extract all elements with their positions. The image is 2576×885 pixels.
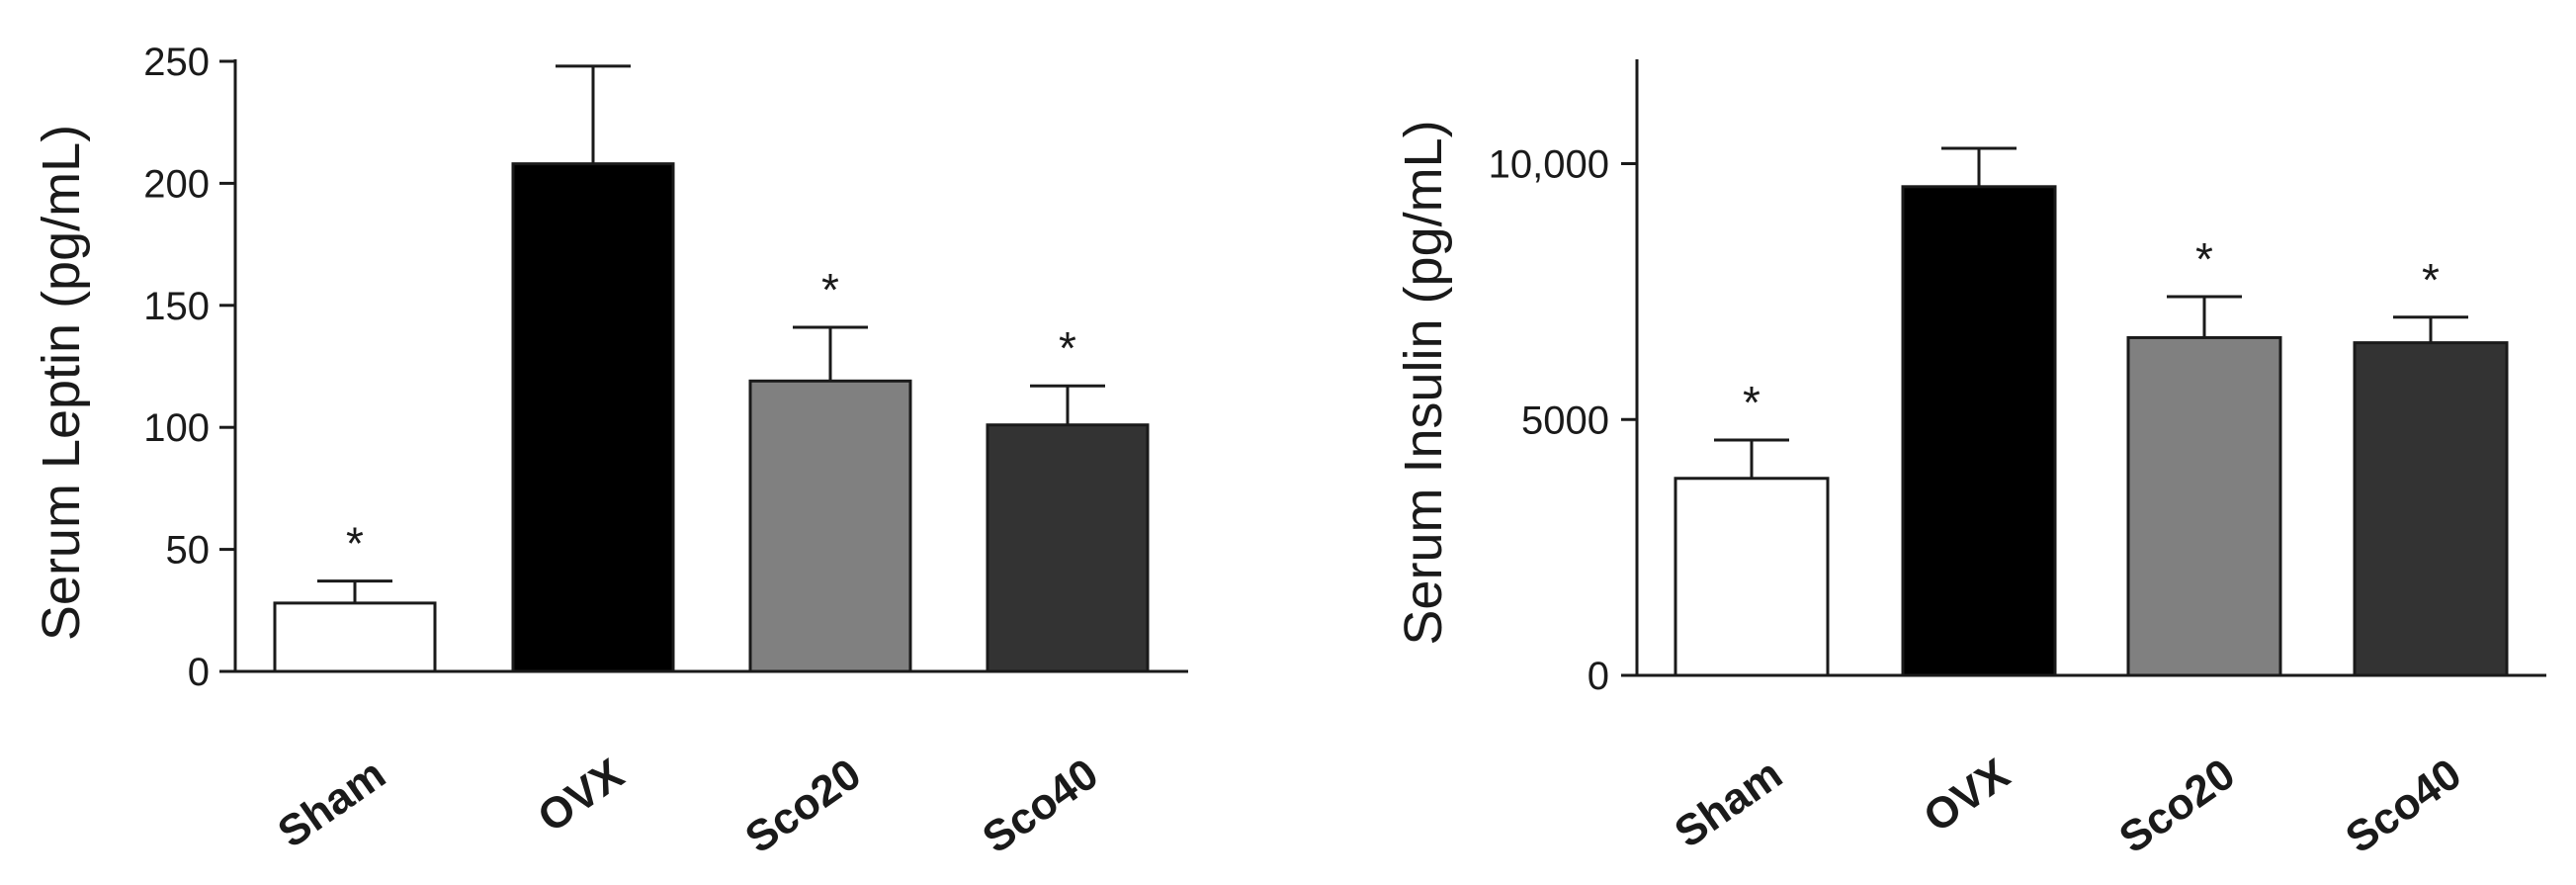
significance-marker: *: [2422, 254, 2440, 306]
significance-marker: *: [821, 264, 839, 315]
category-label: OVX: [1916, 750, 2018, 841]
significance-marker: *: [346, 518, 364, 570]
category-label: Sco20: [2110, 750, 2243, 862]
y-tick-label: 0: [1588, 655, 1609, 698]
y-tick-label: 150: [143, 285, 210, 328]
y-tick-label: 5000: [1521, 398, 1609, 442]
bar-ovx: [1901, 185, 2057, 677]
category-label: Sco40: [2337, 750, 2469, 862]
y-tick-label: 10,000: [1489, 143, 1609, 187]
y-tick-label: 100: [143, 406, 210, 450]
category-label: Sco40: [974, 750, 1106, 862]
y-tick-label: 0: [188, 651, 210, 694]
category-label: Sham: [1666, 750, 1790, 857]
bar-sco20: [2126, 335, 2282, 677]
leptin-y-axis-title: Serum Leptin (pg/mL): [32, 125, 91, 641]
category-label: OVX: [530, 750, 633, 841]
category-label: Sco20: [736, 750, 869, 862]
y-tick-label: 250: [143, 41, 210, 84]
bar-sham: [273, 601, 437, 673]
insulin-chart-panel: Serum Insulin (pg/mL) 0 5000 10,000 * Sham OV…: [1394, 59, 2546, 863]
significance-marker: *: [2195, 233, 2213, 285]
bar-ovx: [511, 162, 675, 673]
bar-sco20: [748, 379, 912, 673]
insulin-y-axis-title: Serum Insulin (pg/mL): [1394, 120, 1453, 645]
significance-marker: *: [1059, 322, 1076, 374]
category-label: Sham: [269, 750, 393, 857]
y-tick-label: 50: [166, 529, 211, 573]
bar-sham: [1674, 477, 1830, 677]
y-tick-label: 200: [143, 162, 210, 206]
bar-sco40: [986, 423, 1150, 673]
bar-sco40: [2353, 341, 2509, 677]
leptin-chart-panel: Serum Leptin (pg/mL) 0 50 100 150 200 250 * Sha…: [32, 41, 1188, 863]
significance-marker: *: [1743, 377, 1760, 428]
